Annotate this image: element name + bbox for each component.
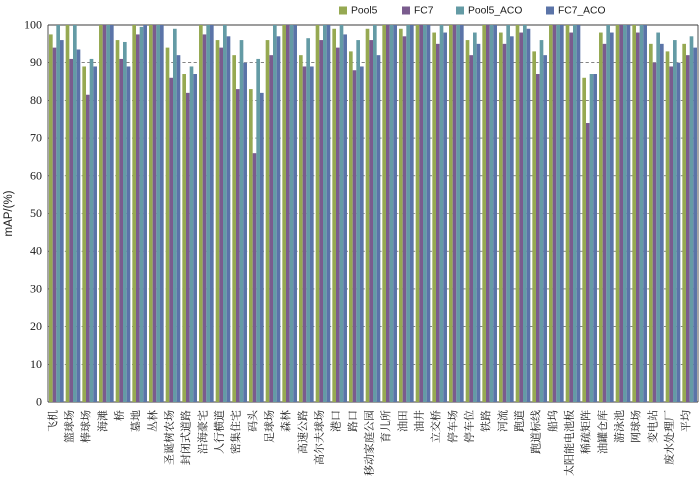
svg-text:飞机: 飞机: [44, 410, 60, 432]
svg-text:80: 80: [30, 93, 42, 107]
svg-text:平均: 平均: [678, 410, 694, 432]
svg-text:桥: 桥: [111, 410, 127, 421]
svg-text:港口: 港口: [328, 410, 344, 432]
svg-text:100: 100: [24, 18, 42, 32]
svg-text:70: 70: [30, 131, 42, 145]
svg-text:50: 50: [30, 206, 42, 220]
svg-text:FC7: FC7: [414, 6, 434, 17]
svg-text:篮球场: 篮球场: [61, 410, 77, 443]
svg-text:高尔夫球场: 高尔夫球场: [311, 410, 327, 465]
svg-text:码头: 码头: [244, 410, 260, 432]
svg-text:沿海豪宅: 沿海豪宅: [194, 410, 210, 454]
svg-text:变电站: 变电站: [644, 410, 660, 443]
svg-text:跑道标线: 跑道标线: [528, 410, 544, 454]
svg-text:移动家庭公园: 移动家庭公园: [361, 410, 377, 476]
svg-text:油井: 油井: [411, 410, 427, 432]
svg-text:网球场: 网球场: [628, 410, 644, 443]
svg-text:20: 20: [30, 319, 42, 333]
svg-text:海滩: 海滩: [94, 410, 110, 432]
svg-text:铁路: 铁路: [478, 410, 494, 432]
svg-text:足球场: 足球场: [261, 410, 277, 443]
svg-text:密集住宅: 密集住宅: [228, 410, 244, 454]
svg-text:圣诞树农场: 圣诞树农场: [161, 410, 177, 465]
svg-text:FC7_ACO: FC7_ACO: [558, 6, 606, 17]
svg-text:高速公路: 高速公路: [294, 410, 310, 454]
svg-text:船坞: 船坞: [544, 410, 560, 432]
svg-text:Pool5: Pool5: [351, 6, 378, 17]
svg-text:稀疏矩阵: 稀疏矩阵: [578, 410, 594, 454]
svg-text:10: 10: [30, 357, 42, 371]
svg-text:路口: 路口: [344, 410, 360, 432]
svg-text:森林: 森林: [278, 410, 294, 432]
svg-text:河流: 河流: [494, 410, 510, 432]
svg-text:废水处理厂: 废水处理厂: [661, 410, 677, 465]
svg-text:游泳池: 游泳池: [611, 410, 627, 443]
svg-text:丛林: 丛林: [144, 410, 160, 432]
svg-text:停车场: 停车场: [444, 410, 460, 443]
svg-text:立交桥: 立交桥: [428, 410, 444, 443]
svg-text:90: 90: [30, 55, 42, 69]
svg-text:跑道: 跑道: [511, 410, 527, 432]
svg-text:棒球场: 棒球场: [78, 410, 94, 443]
svg-text:太阳能电池板: 太阳能电池板: [561, 410, 577, 476]
svg-text:mAP/(%): mAP/(%): [3, 190, 15, 236]
svg-text:墓地: 墓地: [128, 410, 144, 432]
svg-text:Pool5_ACO: Pool5_ACO: [468, 6, 522, 17]
svg-text:人行横道: 人行横道: [211, 410, 227, 454]
svg-text:封闭式道路: 封闭式道路: [178, 410, 194, 465]
svg-text:60: 60: [30, 168, 42, 182]
svg-text:0: 0: [36, 395, 42, 409]
svg-text:油罐仓库: 油罐仓库: [594, 410, 610, 454]
svg-text:30: 30: [30, 281, 42, 295]
svg-text:停车位: 停车位: [461, 410, 477, 443]
svg-text:油田: 油田: [394, 410, 410, 432]
svg-text:40: 40: [30, 244, 42, 258]
svg-text:育儿所: 育儿所: [378, 410, 394, 443]
